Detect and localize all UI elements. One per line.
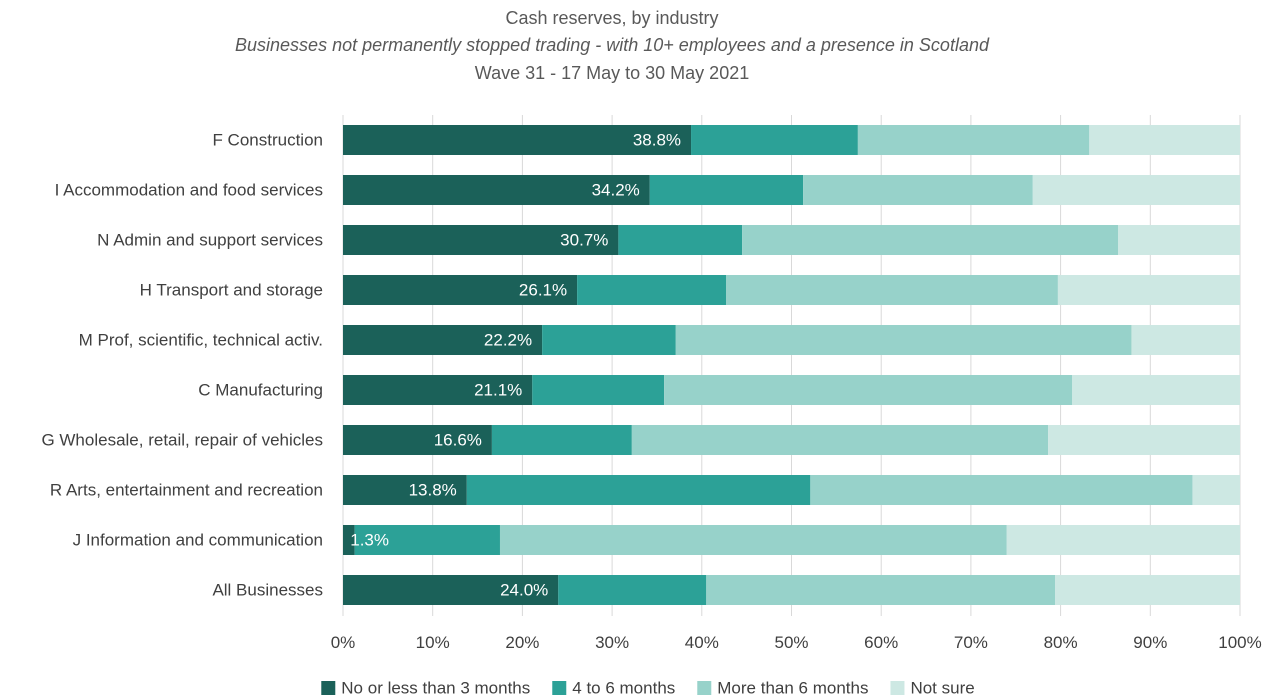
bar-segment [857,125,1090,155]
bar-segment [577,275,727,305]
bar-segment [1131,325,1240,355]
category-labels: F Construction I Accommodation and food s… [41,130,323,599]
bar-segment [343,125,692,155]
bar-segment [1032,175,1240,205]
bar-segment [706,575,1056,605]
legend-swatch [697,681,712,695]
tick-label: 0% [331,633,356,652]
bar-segment [726,275,1058,305]
category-label: H Transport and storage [140,280,323,299]
data-label: 30.7% [560,230,608,249]
bar-segment [343,325,543,355]
data-label: 13.8% [409,480,457,499]
bar-segment [1192,475,1240,505]
tick-label: 40% [685,633,719,652]
bars [343,125,1240,605]
legend-swatch [890,681,905,695]
legend-label: 4 to 6 months [572,678,675,697]
bar-segment [542,325,676,355]
bar-segment [343,525,355,555]
data-label: 16.6% [434,430,482,449]
bar-segment [691,125,858,155]
data-label: 1.3% [350,530,389,549]
bar-segment [675,325,1132,355]
data-label: 21.1% [474,380,522,399]
chart-subtitle-wave: Wave 31 - 17 May to 30 May 2021 [475,63,749,83]
category-label: R Arts, entertainment and recreation [50,480,323,499]
bar-segment [1006,525,1240,555]
bar-segment [1089,125,1240,155]
bar-segment [532,375,665,405]
category-label: F Construction [212,130,323,149]
category-label: G Wholesale, retail, repair of vehicles [41,430,323,449]
category-label: C Manufacturing [198,380,323,399]
bar-segment [558,575,707,605]
category-label: J Information and communication [73,530,323,549]
bar-segment [742,225,1119,255]
data-label: 24.0% [500,580,548,599]
legend-swatch [321,681,336,695]
bar-segment [803,175,1033,205]
bar-segment [499,525,1007,555]
tick-label: 20% [505,633,539,652]
bar-segment [343,275,578,305]
chart-title: Cash reserves, by industry [505,8,718,28]
bar-segment [618,225,743,255]
bar-segment [664,375,1073,405]
tick-label: 10% [416,633,450,652]
category-label: All Businesses [212,580,323,599]
legend: No or less than 3 months 4 to 6 months Mor… [321,678,975,697]
bar-segment [466,475,811,505]
tick-label: 60% [864,633,898,652]
category-label: N Admin and support services [97,230,323,249]
tick-label: 70% [954,633,988,652]
bar-segment [343,575,559,605]
data-label: 22.2% [484,330,532,349]
bar-segment [354,525,500,555]
legend-label: No or less than 3 months [341,678,530,697]
tick-label: 100% [1218,633,1261,652]
data-label: 34.2% [592,180,640,199]
bar-segment [1055,575,1240,605]
tick-label: 30% [595,633,629,652]
legend-label: More than 6 months [717,678,868,697]
category-label: I Accommodation and food services [55,180,323,199]
tick-label: 80% [1044,633,1078,652]
bar-segment [491,425,632,455]
bar-segment [1048,425,1240,455]
x-axis-tick-labels: 0% 10% 20% 30% 40% 50% 60% 70% 80% 90% 100% [331,633,1262,652]
legend-label: Not sure [910,678,974,697]
chart-subtitle: Businesses not permanently stopped tradi… [235,35,990,55]
bar-segment [1118,225,1240,255]
bar-segment [343,425,492,455]
bar-segment [1057,275,1240,305]
tick-label: 50% [774,633,808,652]
legend-swatch [552,681,567,695]
bar-segment [1072,375,1240,405]
bar-segment [649,175,804,205]
bar-segment [343,375,533,405]
bar-segment [343,175,650,205]
category-label: M Prof, scientific, technical activ. [79,330,323,349]
tick-label: 90% [1133,633,1167,652]
data-labels: 38.8% 34.2% 30.7% 26.1% 22.2% 21.1% 16.6% 13.8%… [350,130,681,599]
bar-segment [631,425,1049,455]
data-label: 38.8% [633,130,681,149]
data-label: 26.1% [519,280,567,299]
bar-segment [343,475,467,505]
bar-segment [343,225,619,255]
bar-segment [810,475,1193,505]
